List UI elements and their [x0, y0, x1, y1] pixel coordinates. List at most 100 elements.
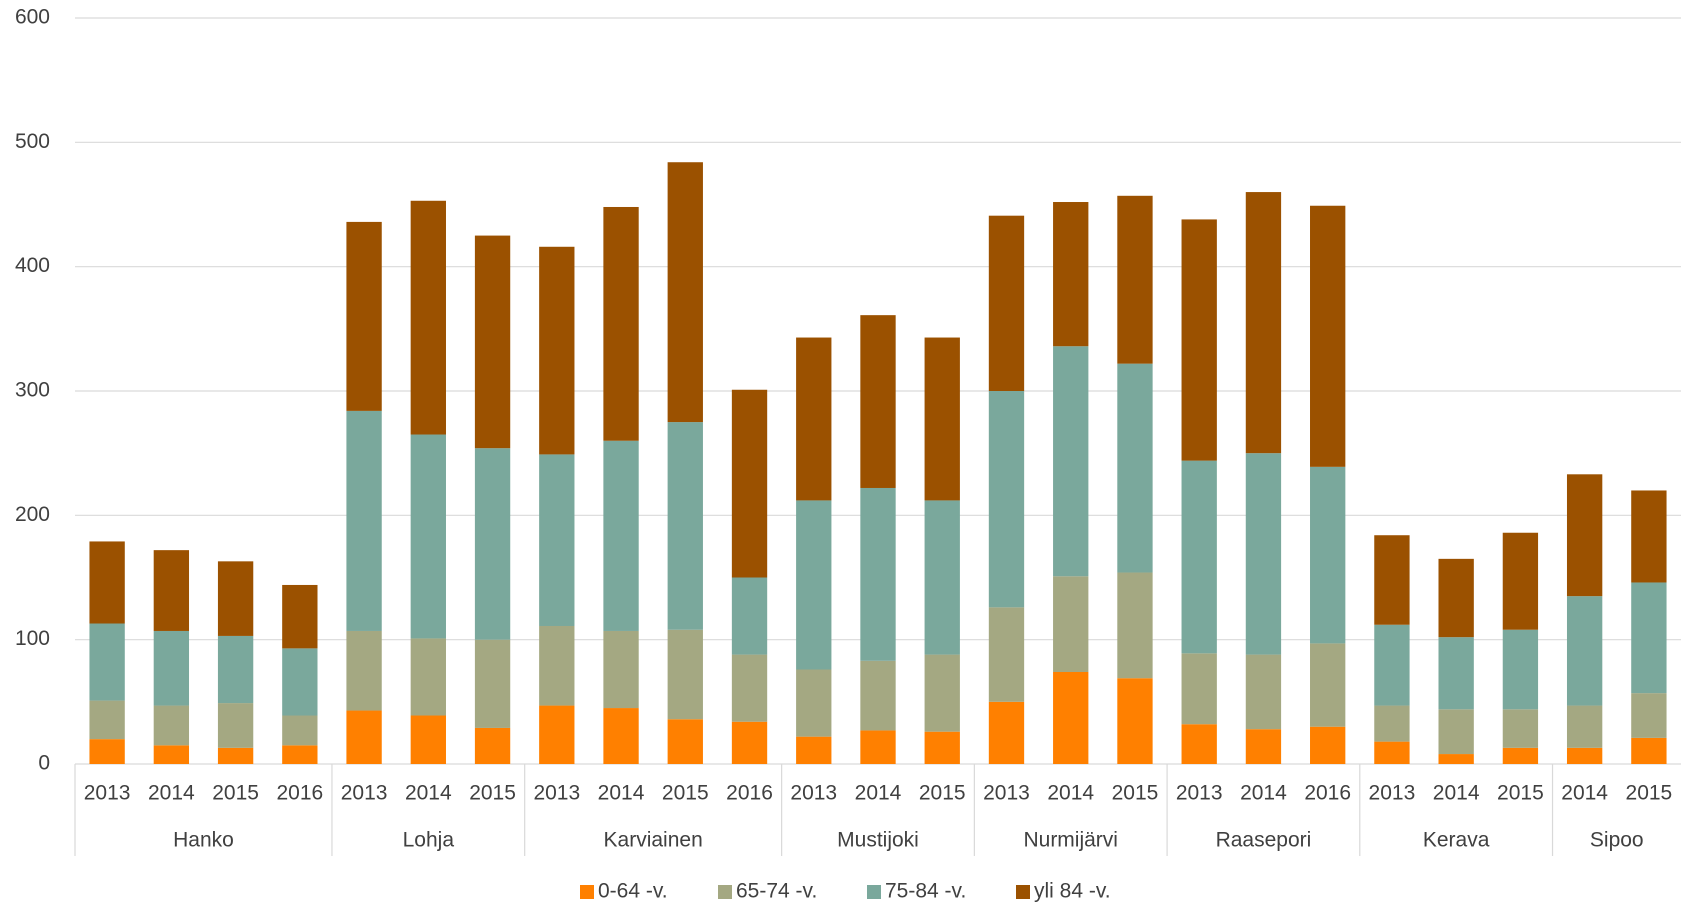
bar-segment [924, 500, 960, 655]
bar-segment [1181, 219, 1217, 461]
legend-label: 0-64 -v. [598, 880, 668, 903]
bar-segment [860, 730, 896, 764]
bar-segment [603, 630, 639, 709]
x-tick-label: 2015 [919, 782, 966, 805]
legend-label: 75-84 -v. [885, 880, 966, 903]
x-tick-label: 2016 [726, 782, 773, 805]
bar-segment [1374, 624, 1410, 706]
bar-segment [1310, 466, 1346, 644]
bar-segment [1181, 724, 1217, 764]
x-tick-label: 2013 [84, 782, 131, 805]
bar-segment [924, 654, 960, 732]
bar-segment [1566, 705, 1603, 748]
bar-segment [153, 630, 190, 706]
bar-segment [667, 629, 703, 720]
group-label: Hanko [173, 829, 234, 852]
x-tick-label: 2013 [341, 782, 388, 805]
y-tick-label: 100 [15, 627, 50, 650]
bar-segment [1053, 576, 1089, 672]
bar-segment [603, 440, 639, 631]
bar-segment [539, 454, 575, 626]
x-tick-label: 2016 [1304, 782, 1351, 805]
bar-segment [1502, 747, 1539, 764]
bar-segment [1374, 741, 1410, 764]
x-tick-label: 2013 [1369, 782, 1416, 805]
y-tick-label: 300 [15, 379, 50, 402]
bar-segment [539, 246, 575, 455]
bar-segment [410, 200, 446, 435]
y-tick-label: 0 [38, 752, 50, 775]
x-tick-label: 2015 [1626, 782, 1673, 805]
bar-segment [217, 561, 254, 636]
bar-segment [1117, 195, 1153, 364]
bar-segment [89, 623, 125, 701]
bar-segment [474, 235, 511, 449]
bar-segment [1374, 705, 1410, 742]
legend-swatch [580, 885, 594, 899]
group-label: Mustijoki [837, 829, 919, 852]
bar-segment [860, 315, 896, 488]
group-label: Lohja [403, 829, 455, 852]
bar-segment [860, 487, 896, 661]
bar-segment [153, 705, 190, 746]
bar-segment [1631, 737, 1667, 764]
legend-label: yli 84 -v. [1034, 880, 1111, 903]
x-tick-label: 2014 [1433, 782, 1480, 805]
bar-segment [731, 721, 768, 764]
bar-segment [282, 584, 318, 649]
legend-swatch [718, 885, 732, 899]
legend-label: 65-74 -v. [736, 880, 817, 903]
bar-segment [1181, 460, 1217, 654]
bar-segment [1438, 637, 1474, 710]
bar-segment [1310, 205, 1346, 467]
group-label: Kerava [1423, 829, 1490, 852]
legend-swatch [1016, 885, 1030, 899]
bar-segment [474, 727, 511, 764]
bar-segment [796, 669, 832, 737]
bar-segment [1631, 582, 1667, 694]
bar-segment [410, 434, 446, 639]
bar-segment [346, 221, 382, 411]
bar-segment [988, 391, 1025, 608]
y-tick-label: 200 [15, 503, 50, 526]
bar-segment [474, 448, 511, 640]
bar-segment [89, 541, 125, 624]
bar-segment [860, 660, 896, 731]
x-tick-label: 2014 [1047, 782, 1094, 805]
bar-segment [282, 648, 318, 716]
bar-segment [1631, 490, 1667, 583]
x-tick-label: 2014 [405, 782, 452, 805]
bar-segment [1053, 202, 1089, 347]
bar-segment [1245, 729, 1282, 764]
bar-segment [796, 500, 832, 670]
bar-segment [1438, 754, 1474, 764]
bar-segment [1245, 453, 1282, 655]
bar-segment [1502, 709, 1539, 748]
bar-segment [796, 736, 832, 764]
y-tick-label: 500 [15, 130, 50, 153]
y-tick-label: 600 [15, 6, 50, 29]
bar-segment [89, 739, 125, 764]
bar-segment [731, 389, 768, 578]
bar-segment [988, 215, 1025, 391]
bar-segment [1374, 535, 1410, 625]
bar-segment [474, 639, 511, 728]
bar-segment [410, 715, 446, 764]
group-label: Raasepori [1216, 829, 1312, 852]
x-tick-label: 2015 [212, 782, 259, 805]
x-tick-label: 2014 [148, 782, 195, 805]
bar-segment [1310, 643, 1346, 727]
bar-segment [153, 550, 190, 631]
bar-segment [1502, 532, 1539, 630]
y-tick-label: 400 [15, 254, 50, 277]
x-tick-label: 2013 [983, 782, 1030, 805]
x-tick-label: 2015 [1497, 782, 1544, 805]
bar-segment [1117, 678, 1153, 764]
bar-segment [1631, 693, 1667, 738]
bar-segment [1566, 747, 1603, 764]
bar-segment [1310, 726, 1346, 764]
bar-segment [1181, 653, 1217, 725]
x-tick-label: 2016 [276, 782, 323, 805]
bar-segment [1566, 474, 1603, 597]
